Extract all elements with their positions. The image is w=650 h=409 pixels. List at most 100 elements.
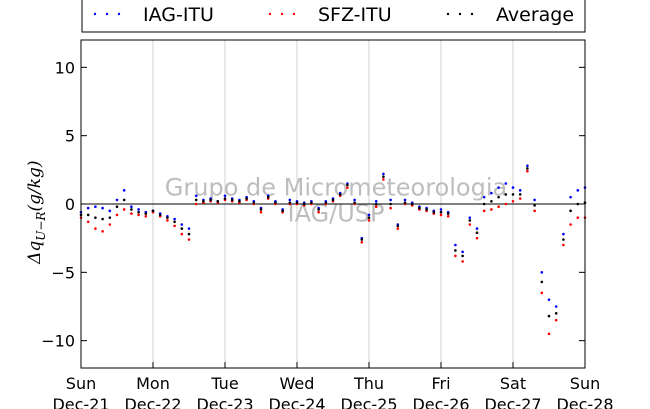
data-point-iag-itu — [562, 232, 565, 236]
data-point-iag-itu — [86, 206, 90, 210]
data-point-average — [338, 193, 342, 196]
data-point-average — [468, 219, 472, 222]
data-point-average — [353, 201, 356, 204]
data-point-average — [490, 199, 493, 203]
data-point-average — [569, 209, 572, 213]
y-axis-label: ΔqU−R(g/kg) — [25, 160, 48, 264]
data-point-iag-itu — [569, 195, 572, 199]
data-point-iag-itu — [540, 271, 544, 274]
y-axis-label-units: (g/kg) — [25, 160, 45, 211]
data-point-iag-itu — [94, 205, 97, 209]
data-point-average — [439, 210, 443, 214]
data-point-average — [288, 201, 292, 204]
data-point-iag-itu — [101, 206, 104, 210]
y-tick-label: 10 — [55, 58, 75, 77]
data-point-sfz-itu — [518, 197, 522, 200]
data-point-average — [173, 220, 176, 224]
data-point-sfz-itu — [94, 227, 97, 230]
legend-marker — [458, 12, 462, 16]
data-point-average — [158, 213, 162, 217]
data-point-average — [130, 208, 133, 211]
data-point-average — [151, 209, 155, 213]
data-point-average — [504, 193, 508, 196]
data-point-average — [94, 216, 97, 219]
data-point-average — [540, 280, 544, 284]
data-point-sfz-itu — [396, 227, 400, 230]
data-point-average — [346, 183, 349, 187]
data-point-average — [281, 209, 284, 213]
legend-label: SFZ-ITU — [318, 4, 392, 26]
watermark-line-1: Grupo de Micrometeorologia — [165, 174, 507, 202]
data-point-iag-itu — [504, 182, 508, 185]
data-point-average — [137, 210, 140, 214]
legend-label: IAG-ITU — [143, 4, 214, 26]
y-tick-label: −10 — [41, 332, 75, 351]
data-point-iag-itu — [454, 243, 457, 247]
data-point-average — [238, 199, 241, 203]
data-point-average — [497, 195, 500, 199]
data-point-iag-itu — [187, 227, 191, 230]
legend-marker — [446, 12, 450, 16]
legend-box — [81, 0, 586, 33]
data-point-sfz-itu — [137, 213, 140, 217]
data-point-sfz-itu — [454, 254, 457, 258]
x-tick-label-day: Sun — [66, 374, 96, 393]
x-tick-label-day: Thu — [353, 374, 384, 393]
data-point-iag-itu — [511, 186, 515, 189]
data-point-iag-itu — [137, 208, 140, 211]
data-point-average — [223, 197, 227, 200]
legend: IAG-ITU SFZ-ITU Average — [81, 0, 586, 33]
data-point-iag-itu — [194, 194, 198, 198]
data-point-sfz-itu — [504, 202, 508, 206]
data-point-iag-itu — [526, 164, 529, 168]
x-tick-label-date: Dec-24 — [268, 395, 325, 409]
data-point-iag-itu — [468, 216, 472, 219]
data-point-iag-itu — [353, 198, 356, 202]
data-point-average — [382, 175, 385, 178]
data-point-sfz-itu — [475, 236, 479, 240]
legend-marker — [105, 12, 109, 16]
data-point-sfz-itu — [346, 186, 349, 189]
data-point-average — [310, 201, 313, 204]
data-point-average — [425, 208, 428, 211]
data-point-sfz-itu — [173, 224, 176, 228]
data-point-sfz-itu — [317, 210, 320, 214]
data-point-average — [389, 202, 392, 206]
data-point-sfz-itu — [130, 212, 133, 215]
data-point-sfz-itu — [166, 219, 169, 222]
data-point-iag-itu — [403, 198, 407, 202]
data-point-sfz-itu — [108, 223, 112, 226]
data-point-sfz-itu — [374, 205, 378, 209]
data-point-sfz-itu — [497, 205, 500, 209]
data-point-sfz-itu — [533, 209, 536, 213]
data-point-sfz-itu — [490, 208, 493, 211]
x-tick-label-day: Mon — [136, 374, 170, 393]
data-point-average — [166, 216, 169, 219]
data-point-sfz-itu — [144, 215, 148, 218]
data-point-average — [418, 206, 421, 210]
x-tick-label-day: Fri — [431, 374, 450, 393]
x-axis-ticks: Sun Dec-21 Mon Dec-22 Tue Dec-23 Wed Dec-24 Thu D… — [52, 362, 614, 409]
data-point-sfz-itu — [526, 169, 529, 173]
data-point-iag-itu — [389, 198, 392, 202]
data-point-sfz-itu — [569, 223, 572, 226]
data-point-sfz-itu — [562, 243, 565, 247]
data-point-average — [259, 208, 263, 211]
data-point-iag-itu — [374, 199, 378, 203]
data-point-sfz-itu — [382, 178, 385, 181]
y-tick-label: 5 — [65, 127, 75, 146]
data-point-average — [562, 238, 565, 241]
data-point-sfz-itu — [482, 209, 486, 213]
data-point-iag-itu — [497, 186, 500, 189]
data-point-iag-itu — [576, 189, 580, 192]
data-point-iag-itu — [482, 195, 486, 199]
x-tick-label-date: Dec-27 — [484, 395, 541, 409]
x-tick-label-day: Tue — [210, 374, 238, 393]
data-point-iag-itu — [490, 191, 493, 195]
data-point-sfz-itu — [540, 291, 544, 295]
data-point-sfz-itu — [446, 215, 450, 218]
data-point-sfz-itu — [468, 223, 472, 226]
x-tick-label-date: Dec-22 — [124, 395, 181, 409]
legend-label: Average — [496, 4, 574, 26]
